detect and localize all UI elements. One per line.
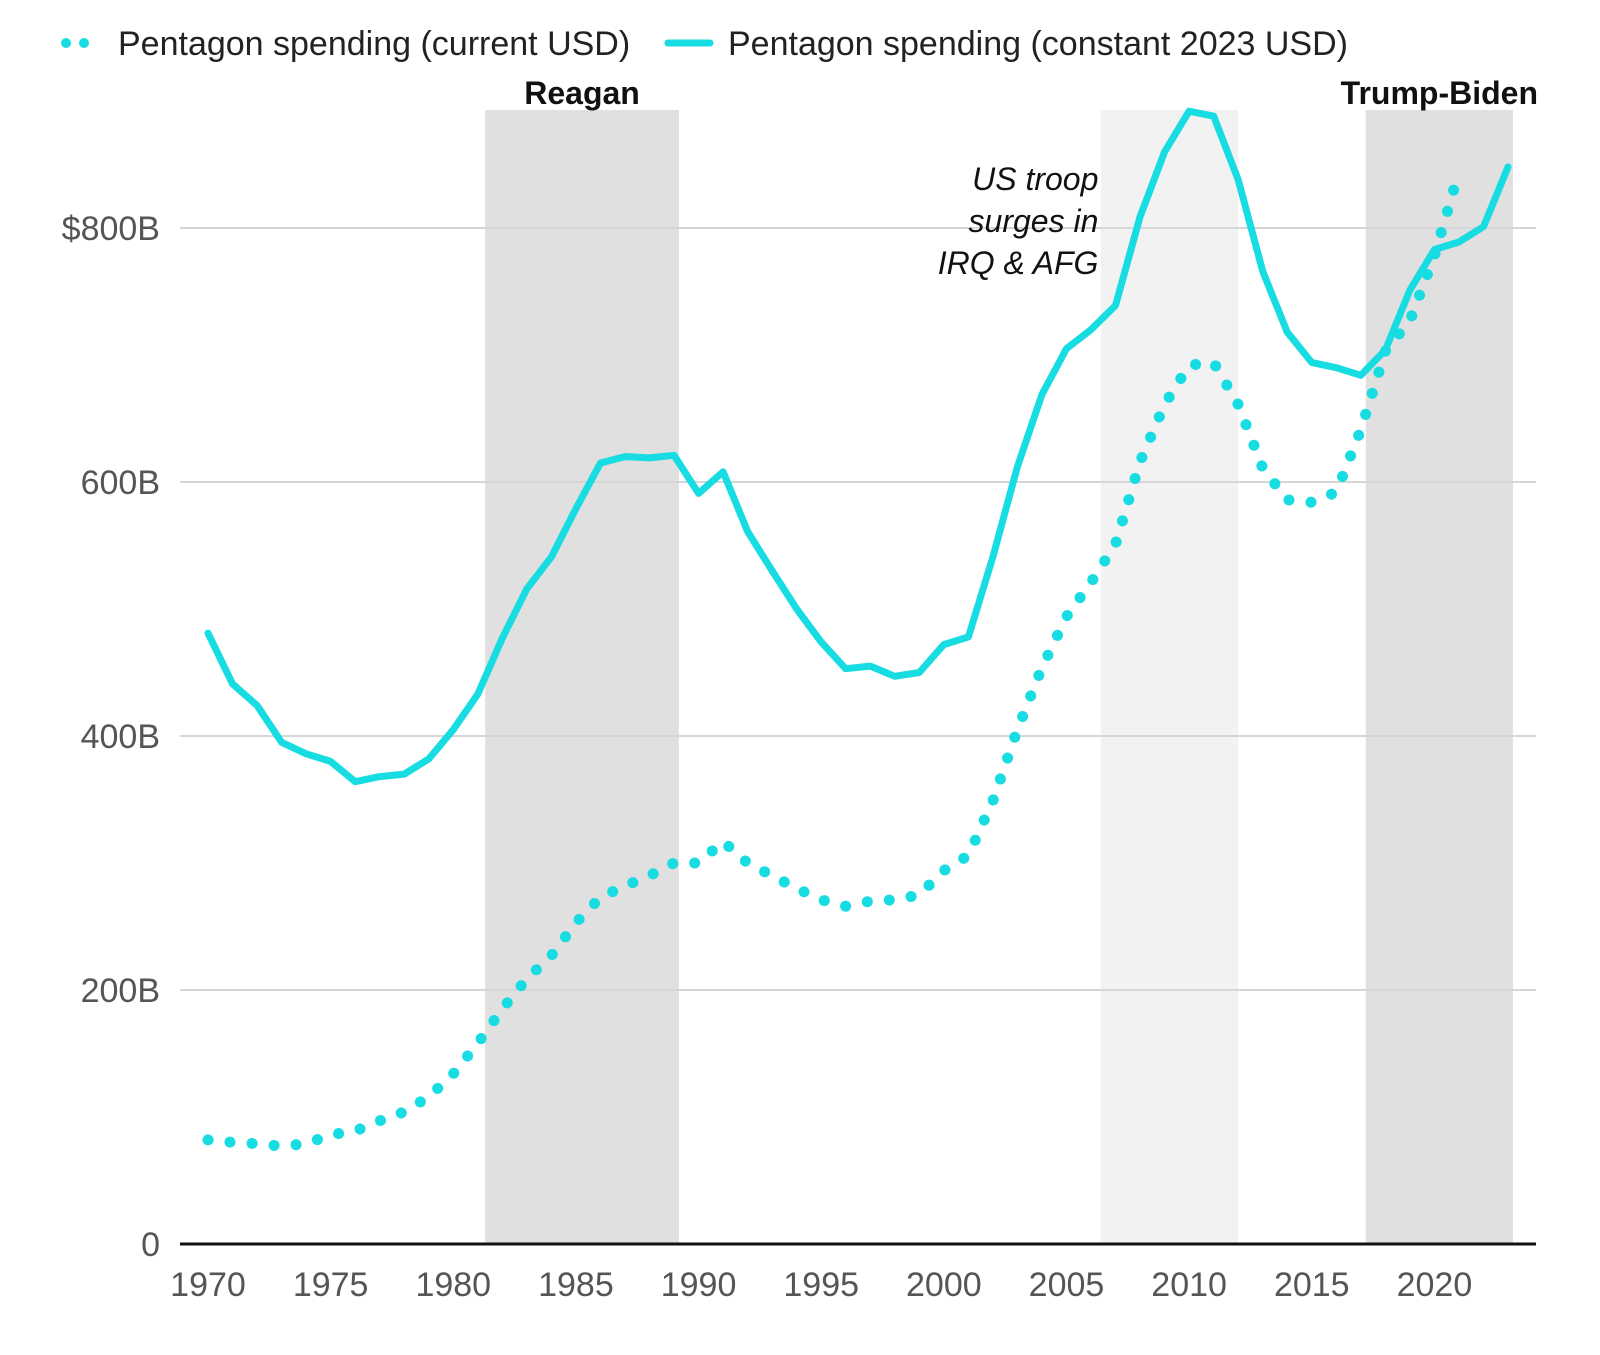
x-tick-label: 1985 (538, 1266, 614, 1304)
x-tick-label: 1980 (415, 1266, 491, 1304)
period-label-2: Trump-Biden (1341, 75, 1538, 111)
shaded-periods (485, 110, 1513, 1244)
gridlines (180, 227, 1536, 991)
shaded-period-1 (1100, 110, 1239, 1244)
x-tick-label: 2015 (1274, 1266, 1350, 1304)
period-label-0: Reagan (524, 75, 640, 111)
labels: Reagan Trump-Biden 0 200B 400B 600B $800B 1970 1… (62, 75, 1538, 1304)
legend: Pentagon spending (current USD) Pentagon… (61, 25, 1348, 63)
legend-dot-2 (79, 38, 89, 48)
series-line-constant-2023-usd (204, 107, 1512, 786)
y-tick-label: 600B (81, 464, 160, 502)
x-tick-label: 1975 (293, 1266, 369, 1304)
x-tick-label: 1970 (170, 1266, 246, 1304)
shaded-period-2 (1365, 110, 1513, 1244)
y-tick-label: 0 (141, 1226, 160, 1264)
legend-label-current: Pentagon spending (current USD) (118, 25, 630, 63)
annotation-line: surges in (969, 203, 1099, 239)
x-tick-label: 2020 (1397, 1266, 1473, 1304)
x-tick-label: 2005 (1029, 1266, 1105, 1304)
y-tick-label: 400B (81, 718, 160, 756)
legend-dot-1 (61, 38, 71, 48)
x-tick-label: 1990 (661, 1266, 737, 1304)
x-tick-label: 2000 (906, 1266, 982, 1304)
series (202, 107, 1512, 1152)
annotation-line: IRQ & AFG (938, 245, 1099, 281)
shaded-period-0 (485, 110, 679, 1244)
x-tick-label: 1995 (783, 1266, 859, 1304)
annotation-line: US troop (972, 161, 1098, 197)
y-tick-label: $800B (62, 210, 160, 248)
legend-label-constant: Pentagon spending (constant 2023 USD) (728, 25, 1348, 63)
x-tick-label: 2010 (1151, 1266, 1227, 1304)
series-line-current-usd (202, 166, 1465, 1152)
y-tick-label: 200B (81, 972, 160, 1010)
